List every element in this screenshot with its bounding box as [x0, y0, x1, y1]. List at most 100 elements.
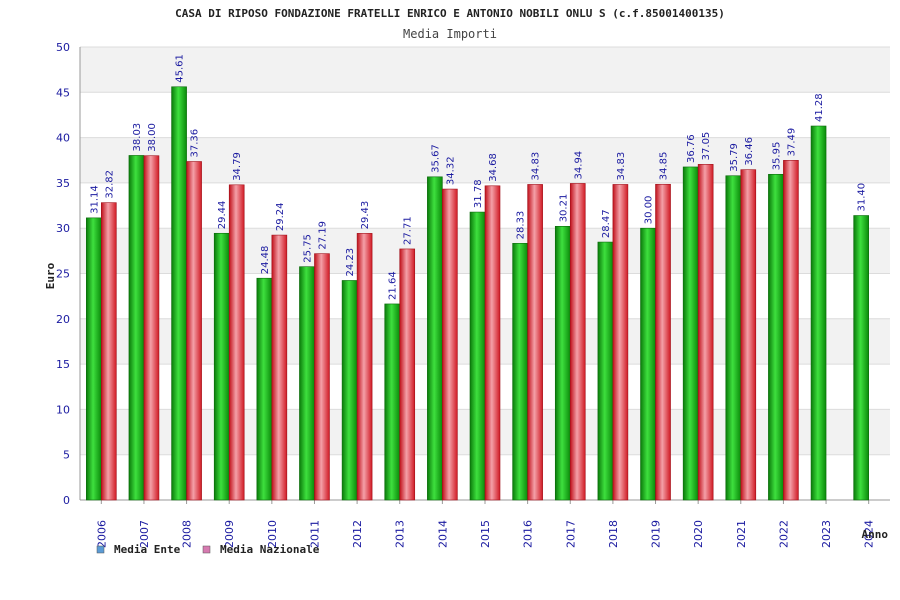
value-label: 31.14 — [89, 185, 100, 214]
value-label: 21.64 — [388, 271, 399, 300]
bar-media-nazionale-2021 — [740, 169, 757, 501]
value-label: 35.67 — [430, 144, 441, 173]
bar-media-ente-2015 — [469, 211, 486, 501]
bar-media-ente-2023 — [810, 125, 827, 501]
y-tick-label: 25 — [56, 268, 70, 281]
bar-media-ente-2020 — [682, 166, 699, 501]
chart-subtitle: Media Importi — [403, 27, 497, 41]
bar-media-ente-2022 — [768, 173, 784, 501]
bar-media-nazionale-2018 — [612, 184, 629, 501]
x-tick-label: 2006 — [95, 520, 108, 548]
value-label: 34.32 — [445, 156, 456, 185]
value-label: 29.44 — [217, 201, 228, 230]
y-tick-label: 45 — [56, 86, 70, 99]
value-label: 34.83 — [531, 152, 542, 181]
bar-media-nazionale-2011 — [314, 253, 330, 501]
bar-media-ente-2006 — [86, 217, 102, 501]
bar-media-nazionale-2022 — [783, 160, 799, 501]
x-tick-label: 2011 — [308, 520, 321, 548]
value-label: 37.05 — [701, 132, 712, 161]
bar-media-nazionale-2013 — [399, 248, 416, 501]
bar-media-ente-2017 — [554, 225, 571, 501]
value-label: 38.03 — [132, 123, 143, 152]
legend: Media Ente Media Nazionale — [96, 543, 320, 556]
y-tick-label: 5 — [63, 449, 70, 462]
x-tick-label: 2019 — [650, 520, 663, 548]
y-tick-label: 35 — [56, 177, 70, 190]
value-label: 36.46 — [744, 137, 755, 166]
value-label: 37.49 — [786, 128, 797, 157]
value-label: 27.71 — [403, 216, 414, 245]
y-tick-label: 20 — [56, 313, 70, 326]
value-label: 27.19 — [317, 221, 328, 250]
bar-media-ente-2024 — [853, 215, 869, 501]
value-label: 37.36 — [190, 129, 201, 158]
value-label: 25.75 — [302, 234, 313, 263]
value-label: 35.95 — [771, 142, 782, 171]
y-tick-label: 0 — [63, 494, 70, 507]
legend-swatch-media-ente — [96, 545, 105, 554]
value-label: 28.33 — [516, 211, 527, 240]
value-label: 45.61 — [175, 54, 186, 83]
legend-label-media-ente: Media Ente — [114, 543, 181, 556]
value-label: 29.24 — [275, 202, 286, 231]
bar-media-nazionale-2010 — [271, 234, 288, 501]
bar-media-ente-2018 — [597, 241, 614, 501]
value-label: 34.94 — [573, 151, 584, 180]
bar-media-ente-2013 — [384, 303, 401, 501]
bar-media-nazionale-2015 — [484, 185, 501, 501]
bar-media-nazionale-2007 — [143, 155, 160, 501]
value-label: 31.40 — [857, 183, 868, 212]
bar-media-nazionale-2006 — [101, 202, 117, 501]
x-tick-label: 2022 — [777, 520, 790, 548]
x-tick-label: 2014 — [436, 520, 449, 548]
bar-media-ente-2016 — [512, 243, 528, 501]
value-label: 29.43 — [360, 201, 371, 230]
legend-swatch-media-nazionale — [202, 545, 211, 554]
x-tick-label: 2012 — [351, 520, 364, 548]
bar-media-ente-2021 — [725, 175, 742, 501]
value-label: 32.82 — [104, 170, 115, 199]
x-axis-label: Anno — [862, 528, 889, 541]
value-label: 31.78 — [473, 179, 484, 208]
x-tick-label: 2021 — [735, 520, 748, 548]
x-tick-label: 2013 — [394, 520, 407, 548]
y-tick-label: 10 — [56, 403, 70, 416]
value-label: 34.68 — [488, 153, 499, 182]
x-tick-label: 2018 — [607, 520, 620, 548]
value-label: 30.21 — [558, 194, 569, 223]
value-label: 36.76 — [686, 134, 697, 163]
value-label: 24.23 — [345, 248, 356, 277]
bar-media-nazionale-2017 — [569, 183, 586, 501]
grid-band — [80, 47, 890, 93]
value-label: 30.00 — [644, 196, 655, 225]
bar-media-ente-2008 — [171, 86, 187, 501]
x-tick-label: 2008 — [181, 520, 194, 548]
y-tick-label: 15 — [56, 358, 70, 371]
y-tick-label: 50 — [56, 41, 70, 54]
y-tick-label: 30 — [56, 222, 70, 235]
value-label: 24.48 — [260, 246, 271, 275]
bar-media-nazionale-2008 — [186, 161, 202, 501]
bar-media-ente-2009 — [213, 232, 230, 501]
bar-media-ente-2012 — [341, 280, 358, 501]
bar-media-nazionale-2020 — [697, 164, 714, 501]
bar-media-ente-2014 — [427, 176, 443, 501]
bar-media-nazionale-2019 — [655, 183, 671, 501]
bar-media-ente-2007 — [128, 155, 145, 501]
bar-media-nazionale-2016 — [527, 184, 543, 501]
bar-media-ente-2011 — [299, 266, 315, 501]
x-tick-label: 2023 — [820, 520, 833, 548]
bar-media-nazionale-2009 — [228, 184, 245, 501]
x-tick-label: 2024 — [863, 520, 876, 548]
legend-label-media-nazionale: Media Nazionale — [220, 543, 320, 556]
x-tick-label: 2009 — [223, 520, 236, 548]
value-label: 34.85 — [659, 152, 670, 181]
bar-media-nazionale-2012 — [356, 233, 373, 501]
bar-media-ente-2010 — [256, 277, 273, 501]
x-tick-label: 2010 — [266, 520, 279, 548]
chart-title: CASA DI RIPOSO FONDAZIONE FRATELLI ENRIC… — [175, 7, 725, 20]
bar-media-ente-2019 — [640, 227, 656, 501]
x-tick-label: 2007 — [138, 520, 151, 548]
